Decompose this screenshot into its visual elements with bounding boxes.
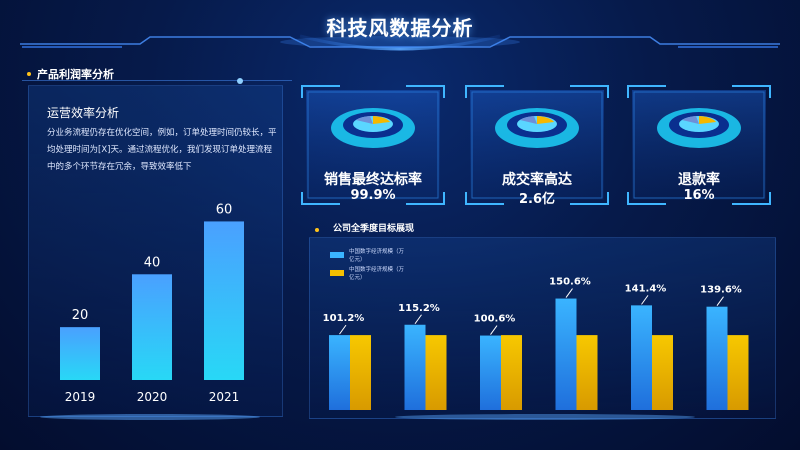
donut-slice (537, 116, 554, 124)
data-label: 100.6% (474, 314, 516, 325)
kpi-label: 销售最终达标率 (324, 172, 422, 188)
label-leader-line (490, 325, 498, 335)
legend-swatch-yellow (330, 270, 344, 276)
bar (350, 335, 371, 410)
data-label: 40 (144, 255, 161, 270)
card-corner-bracket (301, 85, 445, 205)
bottom-glow (40, 414, 695, 420)
bar (501, 335, 522, 410)
donut-slice (520, 116, 537, 124)
right-panel (309, 237, 776, 419)
donut-slice (356, 116, 373, 124)
section-dot (315, 228, 319, 232)
data-label: 60 (216, 202, 233, 217)
donut-slice (699, 116, 716, 124)
card-border (633, 91, 765, 199)
panel-text: 分业务流程仍存在优化空间，例如，订单处理时间仍较长，平均处理时间为[X]天。通过… (47, 128, 277, 172)
card-frame (627, 85, 771, 205)
bar (329, 335, 350, 410)
right-section-title: 公司全季度目标展现 (333, 224, 415, 234)
data-label: 141.4% (625, 283, 667, 294)
bar (631, 305, 652, 410)
label-leader-line (565, 288, 573, 298)
donut-slice (682, 116, 699, 124)
right-bar-chart: 101.2% 115.2% 100.6% 150.6% 141.4% 139.6% (323, 277, 749, 410)
bar (132, 274, 172, 380)
kpi-value: 99.9% (350, 188, 396, 203)
kpi-card: 销售最终达标率 99.9% (300, 84, 446, 206)
card-frame (301, 85, 445, 205)
bar (204, 221, 244, 380)
card-border (471, 91, 603, 199)
left-section-underline (22, 78, 292, 84)
data-label: 139.6% (700, 285, 742, 296)
bar (706, 306, 728, 410)
bar (576, 335, 598, 410)
kpi-label: 成交率高达 (502, 172, 572, 188)
kpi-value: 2.6亿 (518, 192, 556, 207)
data-label: 150.6% (549, 277, 591, 288)
bar (652, 335, 673, 410)
left-bar-chart: 20 2019 40 2020 60 2021 (60, 202, 244, 404)
data-label: 20 (72, 308, 89, 323)
legend-swatch-blue (330, 252, 344, 258)
left-section-title: 产品利润率分析 (37, 68, 114, 81)
data-label: 101.2% (323, 313, 365, 324)
legend-label: 中国数字经济规模（万亿元） (349, 249, 405, 263)
kpi-value: 16% (683, 188, 715, 203)
page-title: 科技风数据分析 (326, 16, 474, 40)
label-leader-line (716, 296, 724, 306)
legend-label: 中国数字经济规模（万亿元） (349, 267, 405, 281)
kpi-label: 退款率 (678, 172, 720, 188)
kpi-card: 退款率 16% (626, 84, 772, 206)
tick-label: 2020 (137, 390, 168, 404)
kpi-card: 成交率高达 2.6亿 (464, 84, 610, 207)
section-dot (27, 72, 31, 76)
bar (480, 335, 501, 410)
bar (555, 298, 577, 410)
bar (60, 327, 100, 380)
label-leader-line (414, 314, 422, 325)
bar (404, 324, 426, 410)
tick-label: 2019 (65, 390, 96, 404)
panel-heading: 运营效率分析 (47, 106, 120, 120)
label-leader-line (641, 295, 649, 305)
bar (425, 335, 447, 410)
bar (727, 335, 749, 410)
label-leader-line (339, 324, 347, 335)
card-corner-bracket (465, 85, 609, 205)
card-corner-bracket (627, 85, 771, 205)
card-frame (465, 85, 609, 205)
data-label: 115.2% (398, 303, 440, 314)
card-border (307, 91, 439, 199)
header-decoration (20, 34, 780, 51)
donut-slice (373, 116, 390, 124)
tick-label: 2021 (209, 390, 240, 404)
